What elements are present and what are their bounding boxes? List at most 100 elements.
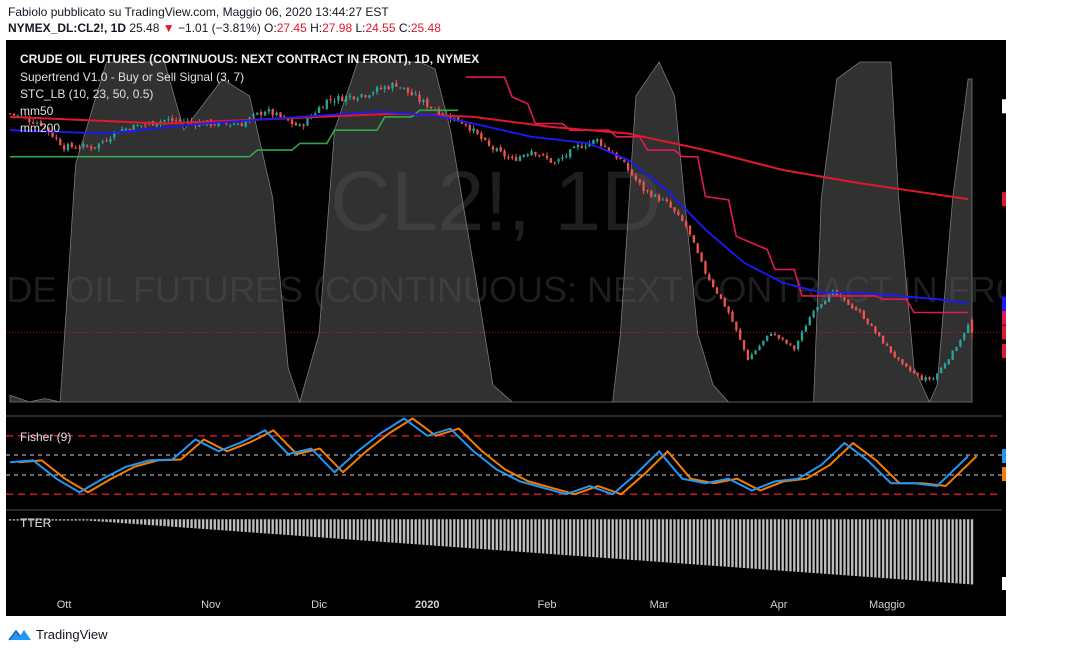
candle: [576, 142, 580, 151]
symbol[interactable]: NYMEX_DL:CL2!, 1D: [8, 21, 127, 35]
candle: [275, 111, 278, 117]
candle: [777, 334, 780, 341]
tter-bar: [796, 519, 800, 572]
candle: [924, 375, 927, 383]
candle: [739, 328, 742, 341]
candle: [916, 372, 920, 377]
candle: [271, 108, 274, 119]
tter-bar: [182, 519, 186, 528]
tter-bar: [159, 519, 162, 526]
tter-bar: [445, 519, 448, 547]
candle: [634, 173, 638, 183]
fisher-trigger-line: [18, 417, 978, 496]
tter-bar: [642, 519, 645, 561]
candle: [959, 339, 962, 348]
tter-bar: [959, 519, 962, 584]
tter-bar: [881, 519, 885, 579]
candle: [499, 144, 502, 153]
candle: [35, 120, 39, 125]
candle: [905, 363, 908, 368]
candle: [101, 139, 104, 145]
tter-bar: [936, 519, 939, 582]
tter-bar: [360, 519, 363, 541]
candle: [426, 96, 429, 110]
tter-bar: [963, 519, 966, 584]
tter-bar: [885, 519, 889, 579]
tter-bar: [383, 519, 386, 543]
candle: [897, 356, 900, 362]
candle: [329, 95, 332, 104]
tter-bar: [259, 519, 263, 534]
candle: [321, 105, 325, 109]
tter-bar: [441, 519, 444, 547]
indicator-stc[interactable]: STC_LB (10, 23, 50, 0.5): [20, 87, 154, 101]
tter-bar: [553, 519, 556, 555]
candle: [750, 352, 753, 360]
tter-bar: [507, 519, 510, 551]
high-value: 27.98: [322, 21, 353, 35]
tter-title[interactable]: TTER: [20, 516, 52, 530]
tter-bar: [391, 519, 394, 543]
tter-badge: [1002, 577, 1030, 590]
tter-bar: [576, 519, 580, 556]
tter-bar: [290, 519, 294, 536]
tter-bar: [700, 519, 703, 565]
candle: [580, 142, 583, 149]
tter-bar: [623, 519, 626, 560]
tter-bar: [221, 519, 224, 531]
tter-bar: [793, 519, 796, 572]
candle: [472, 125, 475, 134]
tter-bar: [70, 519, 74, 521]
candle: [43, 125, 46, 130]
tter-bar: [484, 519, 487, 550]
candle: [943, 361, 947, 369]
tter-bar: [634, 519, 638, 561]
tter-bar: [897, 519, 900, 580]
indicator-mm200[interactable]: mm200: [20, 121, 61, 135]
tter-bar: [735, 519, 738, 568]
supertrend-down-line: [465, 76, 969, 314]
indicator-supertrend[interactable]: Supertrend V1.0 - Buy or Sell Signal (3,…: [20, 70, 245, 84]
candle: [881, 335, 885, 344]
candle: [665, 197, 668, 203]
tter-bar: [364, 519, 367, 541]
candle: [89, 144, 93, 152]
tter-bar: [437, 519, 441, 546]
tter-bar: [561, 519, 564, 555]
tter-bar: [557, 519, 560, 555]
candle: [657, 193, 661, 203]
tter-bar: [673, 519, 676, 563]
fisher-title[interactable]: Fisher (9): [20, 430, 72, 444]
tter-bar: [155, 519, 159, 526]
candle: [518, 154, 522, 162]
candle: [70, 141, 73, 149]
tter-bar: [534, 519, 537, 553]
tter-bar: [800, 519, 804, 573]
chart-canvas[interactable]: CL2!, 1DCRUDE OIL FUTURES (CONTINUOUS: N…: [0, 40, 1072, 616]
candle: [565, 153, 568, 159]
candle: [545, 152, 549, 160]
candle: [140, 125, 143, 129]
candle: [951, 350, 954, 361]
chart-area[interactable]: CL2!, 1DCRUDE OIL FUTURES (CONTINUOUS: N…: [0, 40, 1072, 616]
tter-bar: [209, 519, 213, 530]
low-value: 24.55: [365, 21, 396, 35]
tter-bar: [758, 519, 761, 570]
candle: [464, 123, 468, 128]
indicator-mm50[interactable]: mm50: [20, 104, 54, 118]
candle: [167, 116, 170, 123]
tter-bar: [422, 519, 425, 545]
candle: [766, 335, 769, 342]
tter-bar: [773, 519, 777, 571]
candle: [758, 344, 761, 351]
tter-bar: [939, 519, 943, 583]
candle: [93, 147, 97, 150]
tter-bar: [116, 519, 120, 523]
candle: [356, 96, 359, 103]
candle: [596, 138, 599, 144]
tter-bar: [692, 519, 696, 565]
candle: [754, 349, 757, 355]
tter-bar: [348, 519, 352, 540]
x-tick-label: Dic: [311, 599, 327, 611]
tter-bar: [870, 519, 873, 578]
